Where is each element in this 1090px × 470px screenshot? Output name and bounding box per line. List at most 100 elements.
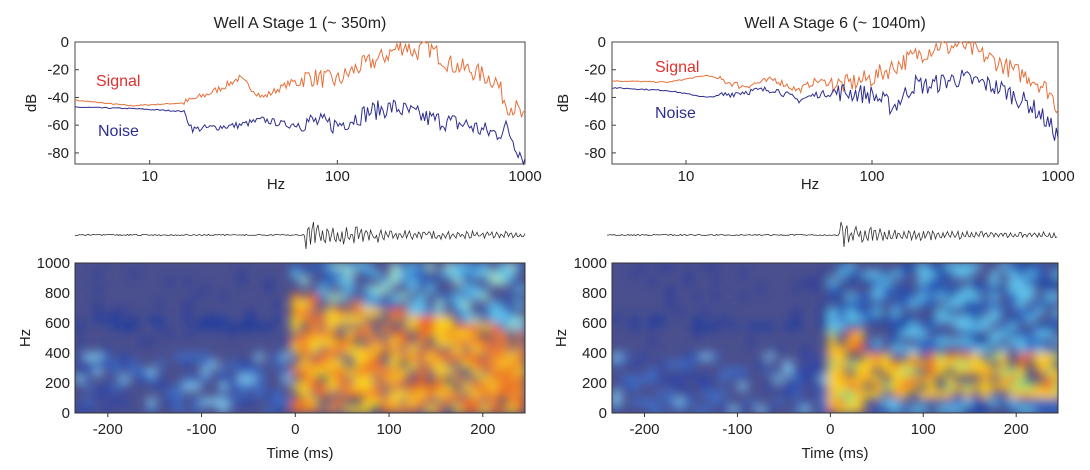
heatmap-cell xyxy=(390,308,399,316)
heatmap-cell xyxy=(462,293,471,301)
heatmap-cell xyxy=(516,390,525,398)
heatmap-cell xyxy=(228,360,237,368)
x-tick-label: 1000 xyxy=(508,168,541,185)
heatmap-cell xyxy=(1044,353,1053,361)
heatmap-cell xyxy=(390,368,399,376)
heatmap-cell xyxy=(345,390,354,398)
heatmap-cell xyxy=(426,345,435,353)
heatmap-cell xyxy=(756,405,765,413)
heatmap-cell xyxy=(507,353,516,361)
heatmap-cell xyxy=(1035,330,1044,338)
heatmap-cell xyxy=(399,338,408,346)
heatmap-cell xyxy=(954,263,963,271)
heatmap-cell xyxy=(372,330,381,338)
x-tick-label: 100 xyxy=(859,168,884,185)
heatmap-cell xyxy=(426,308,435,316)
heatmap-cell xyxy=(219,383,228,391)
heatmap-cell xyxy=(309,353,318,361)
heatmap-cell xyxy=(1017,330,1026,338)
heatmap-cell xyxy=(1008,398,1017,406)
heatmap-cell xyxy=(900,375,909,383)
heatmap-cell xyxy=(444,345,453,353)
heatmap-cell xyxy=(489,278,498,286)
heatmap-cell xyxy=(693,293,702,301)
heatmap-cell xyxy=(999,308,1008,316)
heatmap-cell xyxy=(891,345,900,353)
heatmap-cell xyxy=(882,405,891,413)
heatmap-cell xyxy=(855,368,864,376)
heatmap-cell xyxy=(354,353,363,361)
heatmap-cell xyxy=(219,398,228,406)
heatmap-cell xyxy=(516,300,525,308)
heatmap-cell xyxy=(237,270,246,278)
heatmap-cell xyxy=(693,315,702,323)
heatmap-cell xyxy=(93,285,102,293)
heatmap-cell xyxy=(720,375,729,383)
heatmap-cell xyxy=(828,375,837,383)
heatmap-cell xyxy=(792,375,801,383)
heatmap-cell xyxy=(291,405,300,413)
heatmap-cell xyxy=(1008,315,1017,323)
heatmap-cell xyxy=(453,330,462,338)
heatmap-cell xyxy=(345,323,354,331)
heatmap-cell xyxy=(336,293,345,301)
heatmap-cell xyxy=(909,405,918,413)
heatmap-cell xyxy=(498,345,507,353)
heatmap-cell xyxy=(507,308,516,316)
heatmap-cell xyxy=(327,263,336,271)
heatmap-cell xyxy=(891,300,900,308)
x-ticks-heat-left: -200 -100 0 100 200 xyxy=(93,413,495,438)
heatmap-cell xyxy=(291,300,300,308)
heatmap-cell xyxy=(498,353,507,361)
heatmap-cell xyxy=(318,338,327,346)
y-tick-label: -80 xyxy=(584,145,606,162)
heatmap-cell xyxy=(927,375,936,383)
heatmap-cell xyxy=(417,293,426,301)
heatmap-cell xyxy=(1044,293,1053,301)
heatmap-cell xyxy=(810,383,819,391)
heatmap-cell xyxy=(129,368,138,376)
heatmap-cell xyxy=(954,293,963,301)
heatmap-cell xyxy=(507,323,516,331)
heatmap-cell xyxy=(309,293,318,301)
heatmap-cell xyxy=(489,398,498,406)
heatmap-cell xyxy=(93,300,102,308)
heatmap-cell xyxy=(327,353,336,361)
heatmap-cell xyxy=(954,368,963,376)
heatmap-cell xyxy=(237,390,246,398)
heatmap-cell xyxy=(489,315,498,323)
heatmap-cell xyxy=(300,383,309,391)
y-tick-label: -40 xyxy=(584,89,606,106)
heatmap-cell xyxy=(453,338,462,346)
heatmap-cell xyxy=(954,405,963,413)
heatmap-cell xyxy=(336,263,345,271)
heatmap-cell xyxy=(345,368,354,376)
heatmap-cell xyxy=(192,323,201,331)
heatmap-cell xyxy=(873,360,882,368)
heatmap-cell xyxy=(864,390,873,398)
heatmap-cell xyxy=(819,270,828,278)
waveform-left xyxy=(74,221,526,250)
heatmap-cell xyxy=(156,300,165,308)
heatmap-cell xyxy=(855,345,864,353)
heatmap-cell xyxy=(1017,293,1026,301)
heatmap-cell xyxy=(300,353,309,361)
heatmap-cell xyxy=(864,368,873,376)
heatmap-cell xyxy=(408,353,417,361)
heatmap-cell xyxy=(1017,375,1026,383)
heatmap-cell xyxy=(972,353,981,361)
heatmap-cell xyxy=(711,390,720,398)
heatmap-cell xyxy=(489,308,498,316)
heatmap-cell xyxy=(891,338,900,346)
heatmap-cell xyxy=(156,360,165,368)
heatmap-cell xyxy=(489,323,498,331)
heatmap-cell xyxy=(318,308,327,316)
x-tick-label: 10 xyxy=(141,168,158,185)
heatmap-cell xyxy=(999,263,1008,271)
heatmap-cell xyxy=(945,338,954,346)
heatmap-cell xyxy=(417,263,426,271)
heatmap-cell xyxy=(255,323,264,331)
heatmap-cell xyxy=(891,368,900,376)
heatmap-cell xyxy=(909,300,918,308)
heatmap-cell xyxy=(417,398,426,406)
